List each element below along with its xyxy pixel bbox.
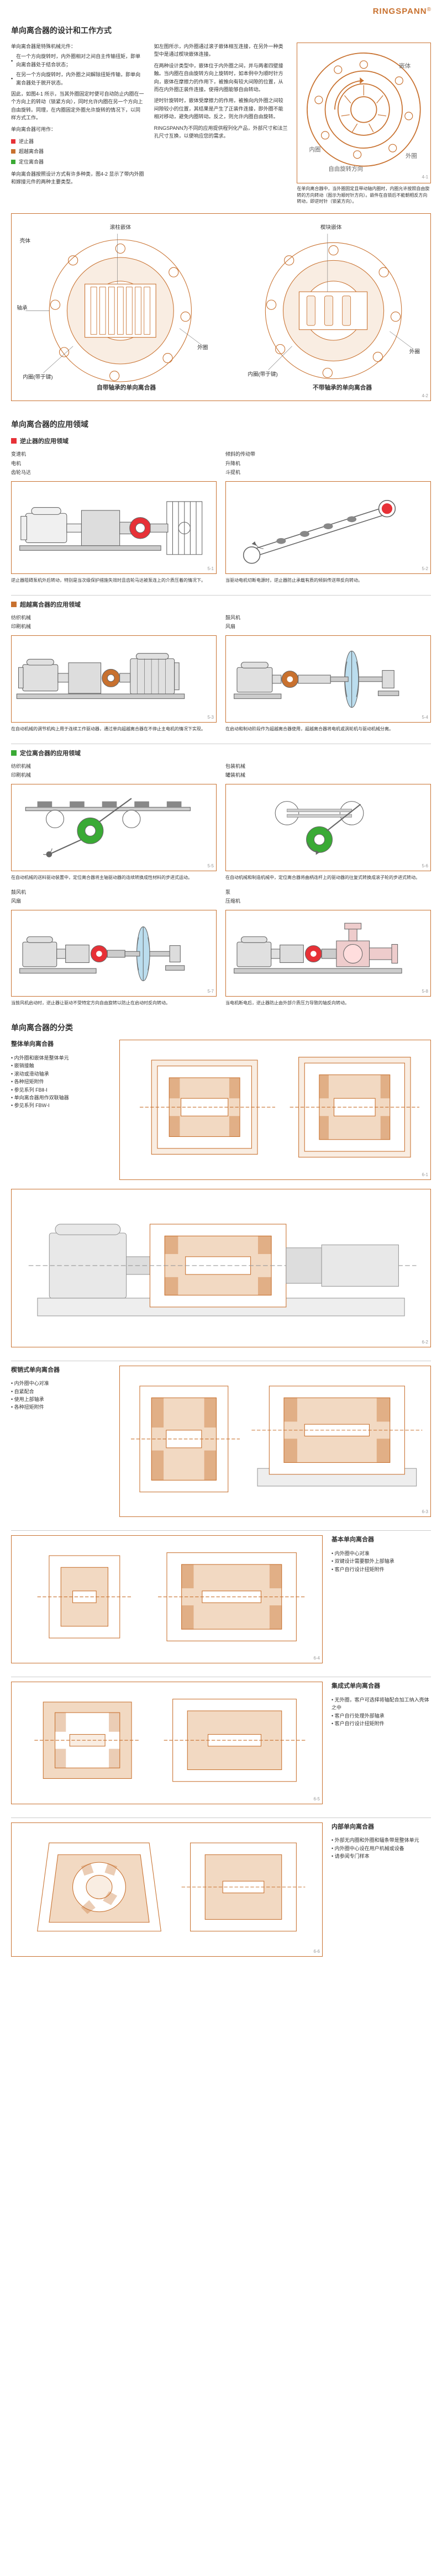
list-item: 客户自行处理外部轴承: [332, 1712, 431, 1720]
svg-text:楔块嵌体: 楔块嵌体: [320, 224, 342, 231]
indexing-roller-diagram: [228, 787, 428, 863]
integrated-clutch-section: [14, 1684, 320, 1796]
svg-text:壳体: 壳体: [20, 238, 31, 244]
cat-press: 楔销式单向离合器 内外圈中心对准自紧配合使用上部轴承各种扭矩附件: [11, 1366, 110, 1411]
list-item: 请参阅专门样本: [332, 1852, 431, 1860]
internal-clutch-section: [14, 1825, 320, 1949]
intro-col1: 单向离合器是特殊机械元件： •在一个方向旋转时，内外圈相对之间自主传输扭矩，即单…: [11, 43, 145, 204]
backstop-right-list: 倾斜的传动带升降机斗提机: [225, 450, 431, 477]
motor-backstop-diagram: [14, 484, 214, 566]
backstop-left-list: 变速机电机齿轮马达: [11, 450, 217, 477]
list-item: 无外圈，客户可选择将轴配合加工纳入壳体之中: [332, 1696, 431, 1712]
fan-overrun-diagram: [228, 638, 428, 714]
page-title: 单向离合器的设计和工作方式: [0, 20, 442, 43]
cat-complete: 整体单向离合器 内外圈和嵌体是整体单元嵌销接触滚动或滑动轴承各种扭矩附件参见系列…: [11, 1040, 110, 1109]
indexing-icon: [11, 750, 17, 756]
cat-internal: 内部单向离合器 外部无内圈和外圈和辐条带是整体单元内外圈中心设在用户机械或设备请…: [332, 1822, 431, 1861]
complete-clutch-assembly: [14, 1192, 428, 1340]
cat-integrated: 集成式单向离合器 无外圈，客户可选择将轴配合加工纳入壳体之中客户自行处理外部轴承…: [332, 1682, 431, 1727]
brand-logo: RINGSPANN®: [373, 7, 431, 16]
list-item: 参见系列 FBW-Ⅰ: [11, 1102, 110, 1109]
svg-text:不带轴承的单向离合器: 不带轴承的单向离合器: [313, 384, 372, 391]
svg-text:外圈: 外圈: [406, 153, 417, 160]
list-item: 滚动或滑动轴承: [11, 1070, 110, 1078]
list-item: 参见系列 FBⅡ-Ⅰ: [11, 1086, 110, 1094]
list-item: 内外圈和嵌体是整体单元: [11, 1054, 110, 1062]
clutch-face-diagram: 自由旋转方向 内圈 外圈 嵌体: [299, 45, 428, 174]
section-categories: 单向离合器的分类: [0, 1013, 442, 1040]
list-item: 各种扭矩附件: [11, 1403, 110, 1411]
legend-green: [11, 160, 15, 164]
list-item: 客户自行设计扭矩附件: [332, 1566, 431, 1573]
svg-text:嵌体: 嵌体: [399, 63, 411, 70]
svg-text:外圈: 外圈: [409, 349, 420, 355]
svg-text:滚柱嵌体: 滚柱嵌体: [110, 224, 131, 231]
list-item: 内外圈中心设在用户机械或设备: [332, 1845, 431, 1852]
overrun-icon: [11, 602, 17, 607]
svg-text:自由旋转方向: 自由旋转方向: [329, 165, 364, 172]
svg-text:自带轴承的单向离合器: 自带轴承的单向离合器: [97, 384, 156, 391]
indexing-feed-diagram: [14, 787, 214, 863]
fan-backstop-diagram: [14, 913, 214, 989]
complete-clutch-section: [122, 1042, 428, 1172]
section-applications: 单向离合器的应用领域: [0, 410, 442, 436]
list-item: 内外圈中心对准: [332, 1550, 431, 1557]
intro-col3: 自由旋转方向 内圈 外圈 嵌体 4-1 在单向离合器中，当外圈固定且带动轴内圈时…: [297, 43, 431, 204]
backstop-icon: [11, 438, 17, 444]
double-motor-diagram: [14, 638, 214, 714]
intro-col2: 如左图所示，内外圈通过滚子嵌体相互连接，在另外一种类型中是通过楔块嵌体连接。 在…: [154, 43, 288, 204]
svg-text:内圈(带于键): 内圈(带于键): [248, 371, 278, 377]
svg-text:外圈: 外圈: [197, 344, 208, 351]
list-item: 内外圈中心对准: [11, 1379, 110, 1387]
svg-text:内圈(带于键): 内圈(带于键): [23, 374, 53, 381]
pump-backstop-diagram: [228, 913, 428, 989]
list-item: 使用上部轴承: [11, 1395, 110, 1403]
clutch-cutaway-diagram: 滚柱嵌体 轴承 内圈(带于键) 外圈 壳体 楔块嵌体 外圈: [14, 216, 428, 393]
legend-red: [11, 139, 15, 144]
conveyor-diagram: [228, 484, 428, 566]
svg-text:内圈: 内圈: [309, 146, 321, 153]
list-item: 单向离合器用作双联轴器: [11, 1094, 110, 1102]
legend-orange: [11, 149, 15, 154]
basic-clutch-section: [14, 1538, 320, 1656]
list-item: 自紧配合: [11, 1388, 110, 1395]
list-item: 外部无内圈和外圈和辐条带是整体单元: [332, 1836, 431, 1844]
svg-text:轴承: 轴承: [17, 304, 28, 311]
list-item: 嵌销接触: [11, 1062, 110, 1070]
list-item: 双键设计需要额外上部轴承: [332, 1557, 431, 1565]
press-clutch-section: [122, 1368, 428, 1510]
cat-basic: 基本单向离合器 内外圈中心对准双键设计需要额外上部轴承客户自行设计扭矩附件: [332, 1535, 431, 1573]
list-item: 客户自行设计扭矩附件: [332, 1720, 431, 1727]
list-item: 各种扭矩附件: [11, 1078, 110, 1086]
